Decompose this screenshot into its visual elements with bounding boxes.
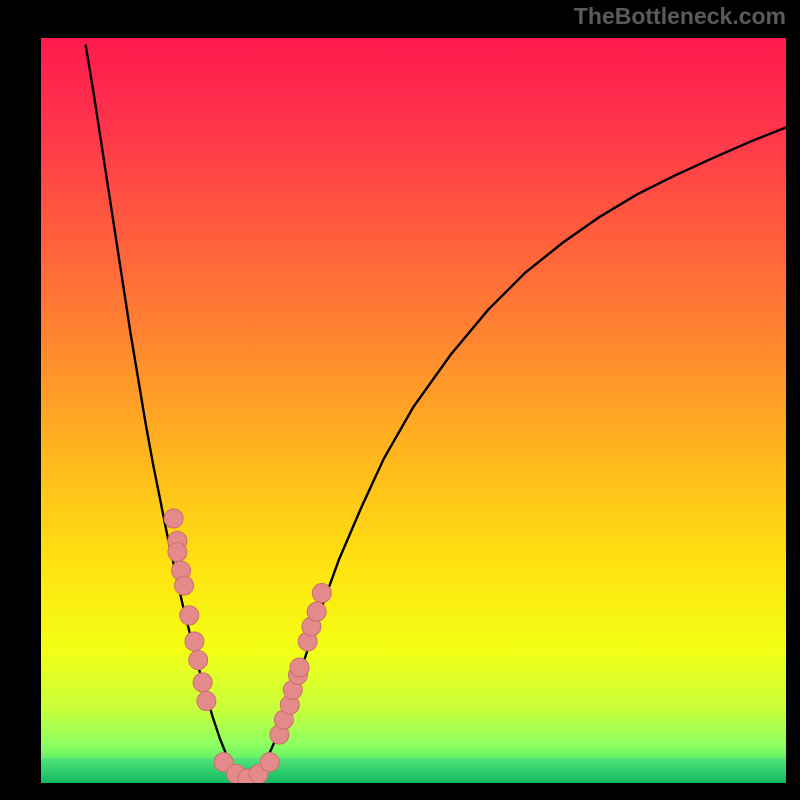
chart-overlay-svg — [41, 38, 786, 783]
scatter-marker — [164, 509, 183, 528]
scatter-marker — [290, 658, 309, 677]
scatter-marker — [307, 602, 326, 621]
scatter-marker — [180, 606, 199, 625]
scatter-marker — [193, 673, 212, 692]
watermark-text: TheBottleneck.com — [574, 3, 786, 30]
scatter-marker — [189, 651, 208, 670]
curve-right — [247, 127, 786, 781]
scatter-marker — [197, 692, 216, 711]
scatter-marker — [312, 584, 331, 603]
chart-root: TheBottleneck.com — [0, 0, 800, 800]
scatter-marker — [260, 753, 279, 772]
scatter-marker — [175, 576, 194, 595]
marker-group — [164, 509, 331, 783]
scatter-marker — [185, 632, 204, 651]
scatter-marker — [168, 543, 187, 562]
curve-left — [86, 45, 248, 781]
plot-area — [41, 38, 786, 783]
